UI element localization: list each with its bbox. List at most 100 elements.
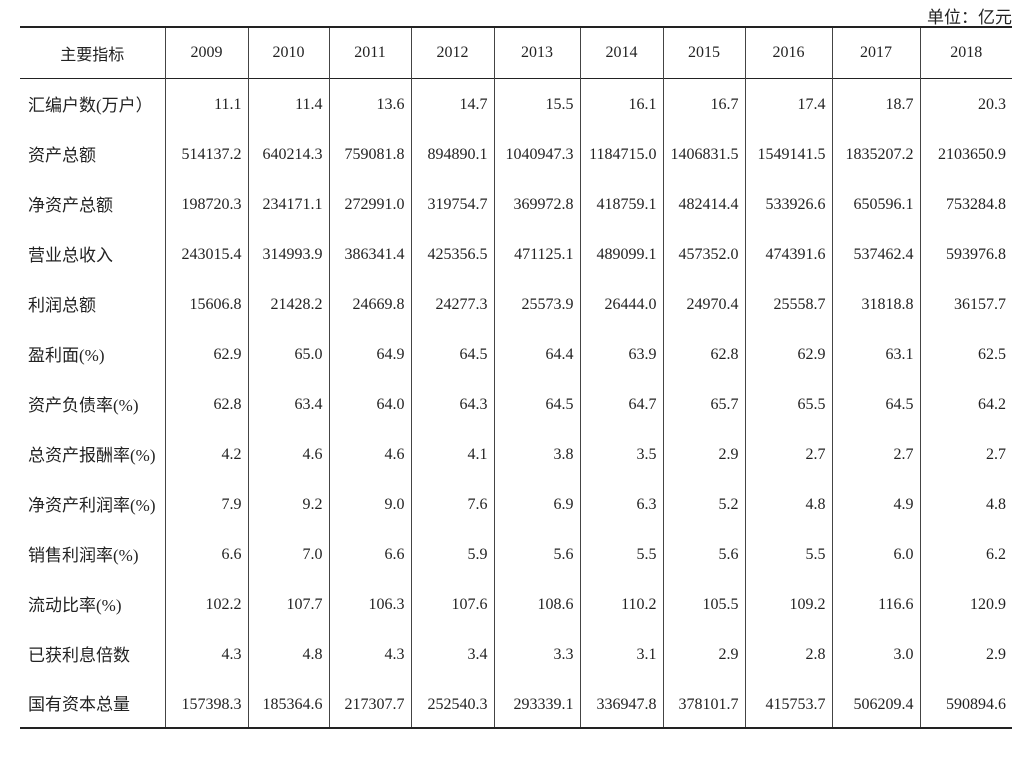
cell: 593976.8 [919,228,1012,278]
table-row: 资产负债率(%) 62.8 63.4 64.0 64.3 64.5 64.7 65.7 65.5… [20,378,1012,428]
cell: 25558.7 [744,278,832,328]
cell: 4.9 [831,478,920,528]
row-label: 净资产利润率(%) [28,495,156,515]
cell: 457352.0 [662,228,745,278]
cell: 6.9 [493,478,580,528]
cell: 24277.3 [410,278,494,328]
header-cell: 2013 [493,27,580,78]
row-label: 流动比率(%) [28,595,122,615]
table-row: 总资产报酬率(%) 4.2 4.6 4.6 4.1 3.8 3.5 2.9 2.7 2.7 2.7 [20,428,1012,478]
cell: 2.9 [919,628,1012,678]
table-row: 汇编户数(万户） 11.1 11.4 13.6 14.7 15.5 16.1 16.7 17.4… [20,78,1012,128]
cell: 2.7 [744,428,832,478]
data-table: 主要指标 2009 2010 2011 2012 2013 2014 2015 2016 2017… [20,26,1012,729]
cell: 107.6 [410,578,494,628]
cell: 2.7 [919,428,1012,478]
cell: 2.9 [662,628,745,678]
cell: 109.2 [744,578,832,628]
cell: 65.0 [247,328,329,378]
cell: 62.9 [164,328,248,378]
cell: 2.8 [744,628,832,678]
header-cell: 2015 [662,27,745,78]
cell: 63.4 [247,378,329,428]
row-label: 资产总额 [28,145,96,165]
cell: 110.2 [579,578,663,628]
table-row: 流动比率(%) 102.2 107.7 106.3 107.6 108.6 110.2 105… [20,578,1012,628]
table-row: 资产总额 514137.2 640214.3 759081.8 894890.1 1040… [20,128,1012,178]
table-row: 净资产利润率(%) 7.9 9.2 9.0 7.6 6.9 6.3 5.2 4.8 4.9 4.8 [20,478,1012,528]
cell: 4.3 [328,628,411,678]
row-label: 利润总额 [28,295,96,315]
header-row: 主要指标 2009 2010 2011 2012 2013 2014 2015 2016 2017… [20,27,1012,78]
cell: 102.2 [164,578,248,628]
cell: 4.8 [919,478,1012,528]
cell: 252540.3 [410,678,494,728]
cell: 314993.9 [247,228,329,278]
cell: 65.5 [744,378,832,428]
cell: 5.6 [662,528,745,578]
cell: 3.3 [493,628,580,678]
row-label: 总资产报酬率(%) [28,445,156,465]
cell: 319754.7 [410,178,494,228]
cell: 185364.6 [247,678,329,728]
cell: 16.7 [662,78,745,128]
cell: 482414.4 [662,178,745,228]
cell: 2.9 [662,428,745,478]
cell: 36157.7 [919,278,1012,328]
cell: 590894.6 [919,678,1012,728]
table-row: 国有资本总量 157398.3 185364.6 217307.7 252540.3 29… [20,678,1012,728]
cell: 7.9 [164,478,248,528]
cell: 17.4 [744,78,832,128]
cell: 6.3 [579,478,663,528]
cell: 1040947.3 [493,128,580,178]
cell: 6.6 [164,528,248,578]
cell: 369972.8 [493,178,580,228]
cell: 3.4 [410,628,494,678]
cell: 1184715.0 [579,128,663,178]
cell: 759081.8 [328,128,411,178]
cell: 894890.1 [410,128,494,178]
cell: 120.9 [919,578,1012,628]
cell: 4.1 [410,428,494,478]
cell: 64.0 [328,378,411,428]
row-label: 汇编户数(万户） [28,95,153,115]
header-cell: 主要指标 [60,46,125,64]
cell: 4.6 [328,428,411,478]
row-label: 净资产总额 [28,195,113,215]
cell: 7.6 [410,478,494,528]
cell: 753284.8 [919,178,1012,228]
cell: 293339.1 [493,678,580,728]
cell: 234171.1 [247,178,329,228]
header-cell: 2011 [328,27,411,78]
cell: 11.1 [164,78,248,128]
cell: 514137.2 [164,128,248,178]
header-cell: 2017 [831,27,920,78]
cell: 243015.4 [164,228,248,278]
cell: 26444.0 [579,278,663,328]
cell: 336947.8 [579,678,663,728]
cell: 3.1 [579,628,663,678]
cell: 64.5 [493,378,580,428]
cell: 415753.7 [744,678,832,728]
cell: 4.8 [247,628,329,678]
cell: 64.2 [919,378,1012,428]
table-row: 盈利面(%) 62.9 65.0 64.9 64.5 64.4 63.9 62.8 62.9 63… [20,328,1012,378]
cell: 378101.7 [662,678,745,728]
cell: 489099.1 [579,228,663,278]
header-cell: 2009 [164,27,248,78]
cell: 6.0 [831,528,920,578]
unit-label: 单位：亿元 [927,8,1012,27]
cell: 2103650.9 [919,128,1012,178]
cell: 18.7 [831,78,920,128]
cell: 272991.0 [328,178,411,228]
cell: 62.8 [164,378,248,428]
cell: 107.7 [247,578,329,628]
row-label: 营业总收入 [28,245,113,265]
cell: 1406831.5 [662,128,745,178]
cell: 65.7 [662,378,745,428]
cell: 3.0 [831,628,920,678]
table-row: 销售利润率(%) 6.6 7.0 6.6 5.9 5.6 5.5 5.6 5.5 6.0 6.2 [20,528,1012,578]
cell: 64.5 [831,378,920,428]
cell: 506209.4 [831,678,920,728]
cell: 6.6 [328,528,411,578]
